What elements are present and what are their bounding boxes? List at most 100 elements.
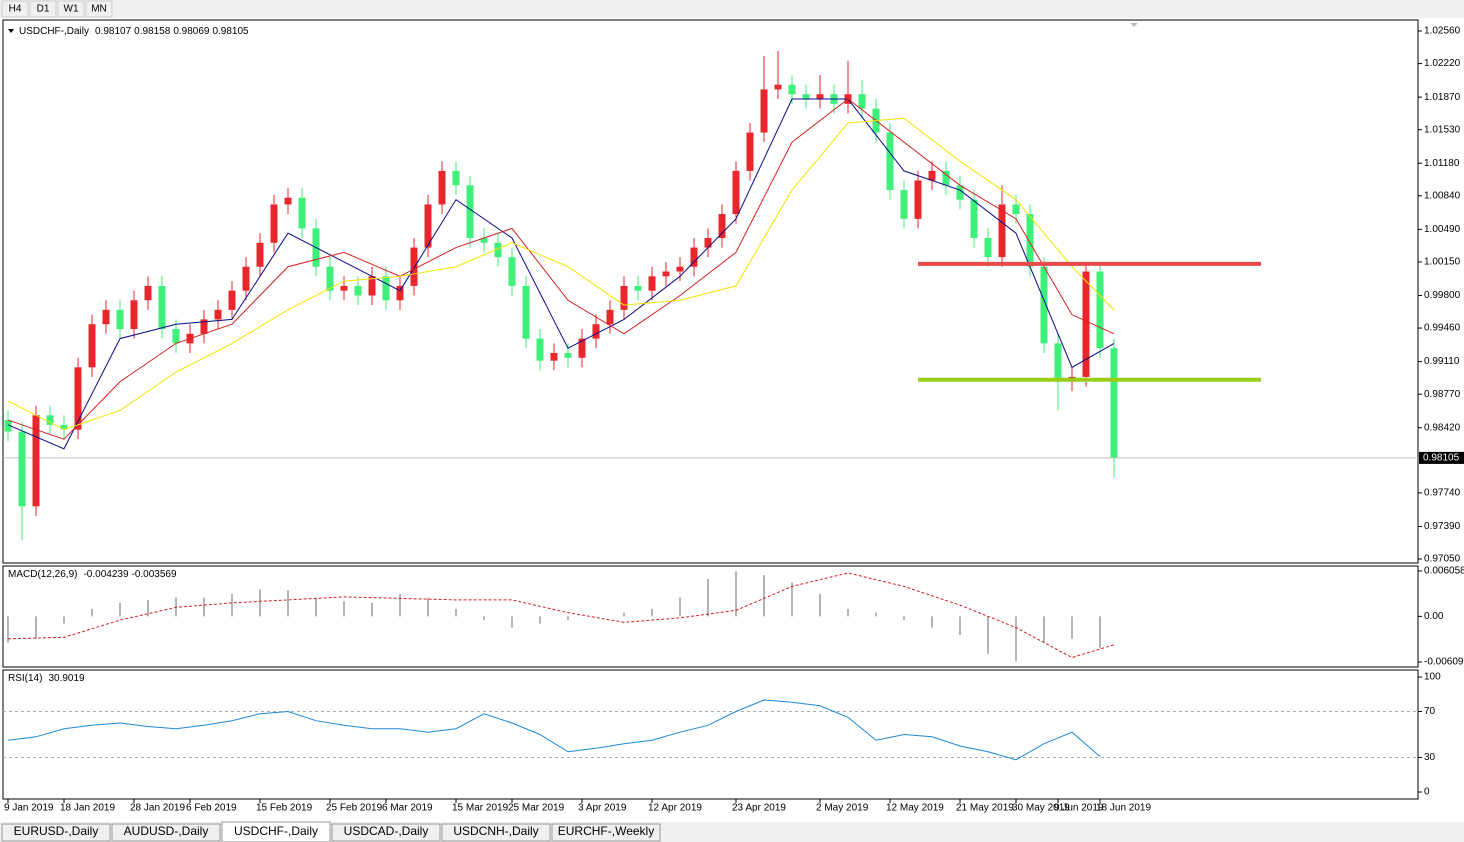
timeframe-button[interactable] xyxy=(1,0,29,18)
candle-body xyxy=(466,185,474,238)
candle-body xyxy=(242,266,250,291)
candle-body xyxy=(298,197,306,229)
pane-title: USDCHF-,Daily 0.98107 0.98158 0.98069 0.9810… xyxy=(19,26,249,37)
candle-body xyxy=(984,237,992,258)
readout-value: -0.004239 xyxy=(83,569,128,580)
symbol-tab-label[interactable]: EURUSD-,Daily xyxy=(14,824,99,838)
moving-average xyxy=(7,117,1115,431)
candle-body xyxy=(914,180,922,219)
y-tick-label: 0.00 xyxy=(1424,611,1444,622)
timeframe-label[interactable]: W1 xyxy=(64,4,79,15)
candle-body xyxy=(396,285,404,301)
candle-body xyxy=(270,204,278,243)
candle-body xyxy=(564,352,572,358)
y-tick-label: 1.01180 xyxy=(1424,158,1460,169)
symbol-tab[interactable] xyxy=(331,823,441,842)
x-tick-label: 25 Mar 2019 xyxy=(508,803,565,814)
x-tick-label: 12 May 2019 xyxy=(886,803,944,814)
timeframe-button[interactable] xyxy=(85,0,113,18)
symbol-tab-label[interactable]: EURCHF-,Weekly xyxy=(558,824,654,838)
candle-body xyxy=(508,257,516,286)
candle-body xyxy=(410,247,418,286)
candle-body xyxy=(102,309,110,325)
candle-body xyxy=(760,89,768,133)
y-tick-label: 0.98420 xyxy=(1424,422,1461,433)
symbol-tab[interactable] xyxy=(111,823,221,842)
last-price-label: 0.98105 xyxy=(1423,453,1460,464)
candle-body xyxy=(284,197,292,205)
candle-body xyxy=(942,170,950,186)
last-price-box xyxy=(1419,451,1464,464)
y-tick-label: 70 xyxy=(1424,706,1436,717)
candle-body xyxy=(998,204,1006,258)
x-tick-label: 9 Jan 2019 xyxy=(4,803,54,814)
x-tick-label: 15 Feb 2019 xyxy=(256,803,313,814)
pane-name: RSI(14) xyxy=(8,673,42,684)
symbol-tab[interactable] xyxy=(441,823,551,842)
candle-body xyxy=(200,319,208,334)
candle-body xyxy=(956,185,964,200)
candle-body xyxy=(592,324,600,339)
timeframe-button[interactable] xyxy=(57,0,85,18)
x-tick-label: 21 May 2019 xyxy=(956,803,1014,814)
rsi-pane xyxy=(2,669,1419,800)
y-tick-label: 30 xyxy=(1424,752,1436,763)
x-tick-label: 2 May 2019 xyxy=(816,803,869,814)
candle-body xyxy=(816,94,824,100)
symbol-tab[interactable] xyxy=(551,823,661,842)
x-tick-label: 18 Jan 2019 xyxy=(60,803,115,814)
timeframe-label[interactable]: D1 xyxy=(37,4,50,15)
y-tick-label: 1.00840 xyxy=(1424,190,1461,201)
y-tick-label: 0.97050 xyxy=(1424,554,1461,565)
candle-body xyxy=(382,276,390,301)
y-tick-label: 1.02560 xyxy=(1424,26,1461,37)
candle-body xyxy=(620,285,628,310)
candle-body xyxy=(480,237,488,243)
candle-body xyxy=(928,170,936,181)
candle-body xyxy=(746,132,754,171)
timeframe-button[interactable] xyxy=(29,0,57,18)
candle-body xyxy=(1110,348,1118,458)
candle-body xyxy=(172,329,180,344)
candle-body xyxy=(214,309,222,320)
y-tick-label: 1.00150 xyxy=(1424,257,1461,268)
candle-body xyxy=(32,415,40,507)
candle-body xyxy=(1054,343,1062,382)
readout-value: 0.98069 xyxy=(173,26,210,37)
x-tick-label: 12 Apr 2019 xyxy=(648,803,702,814)
symbol-tab-label[interactable]: USDCNH-,Daily xyxy=(453,824,538,838)
candle-body xyxy=(788,84,796,95)
candle-body xyxy=(158,285,166,330)
x-tick-label: 18 Jun 2019 xyxy=(1096,803,1151,814)
candle-body xyxy=(662,271,670,277)
pane-title: RSI(14) 30.9019 xyxy=(8,673,85,684)
symbol-tab-label[interactable]: USDCAD-,Daily xyxy=(344,824,429,838)
candle-body xyxy=(606,309,614,325)
symbol-tab-label[interactable]: USDCHF-,Daily xyxy=(234,824,318,838)
y-tick-label: 0.99110 xyxy=(1424,356,1460,367)
moving-average xyxy=(7,98,1115,440)
y-tick-label: -0.006096 xyxy=(1424,657,1464,668)
candle-body xyxy=(116,309,124,330)
timeframe-label[interactable]: MN xyxy=(91,4,107,15)
readout-value: 0.98105 xyxy=(212,26,249,37)
symbol-tab-label[interactable]: AUDUSD-,Daily xyxy=(124,824,209,838)
x-tick-label: 23 Apr 2019 xyxy=(732,803,786,814)
candle-body xyxy=(256,242,264,267)
candle-body xyxy=(522,285,530,339)
timeframe-label[interactable]: H4 xyxy=(9,4,22,15)
x-tick-label: 9 Jun 2019 xyxy=(1054,803,1104,814)
candle-body xyxy=(774,84,782,90)
pane-name: USDCHF-,Daily xyxy=(19,26,89,37)
x-tick-label: 15 Mar 2019 xyxy=(452,803,509,814)
y-tick-label: 1.01530 xyxy=(1424,124,1461,135)
x-tick-label: 30 May 2019 xyxy=(1012,803,1070,814)
x-tick-label: 28 Jan 2019 xyxy=(130,803,185,814)
candle-body xyxy=(144,285,152,301)
candle-body xyxy=(676,266,684,272)
main-pane xyxy=(2,19,1419,564)
symbol-tab[interactable] xyxy=(221,821,331,842)
y-tick-label: 0 xyxy=(1424,787,1430,798)
symbol-tab[interactable] xyxy=(1,823,111,842)
